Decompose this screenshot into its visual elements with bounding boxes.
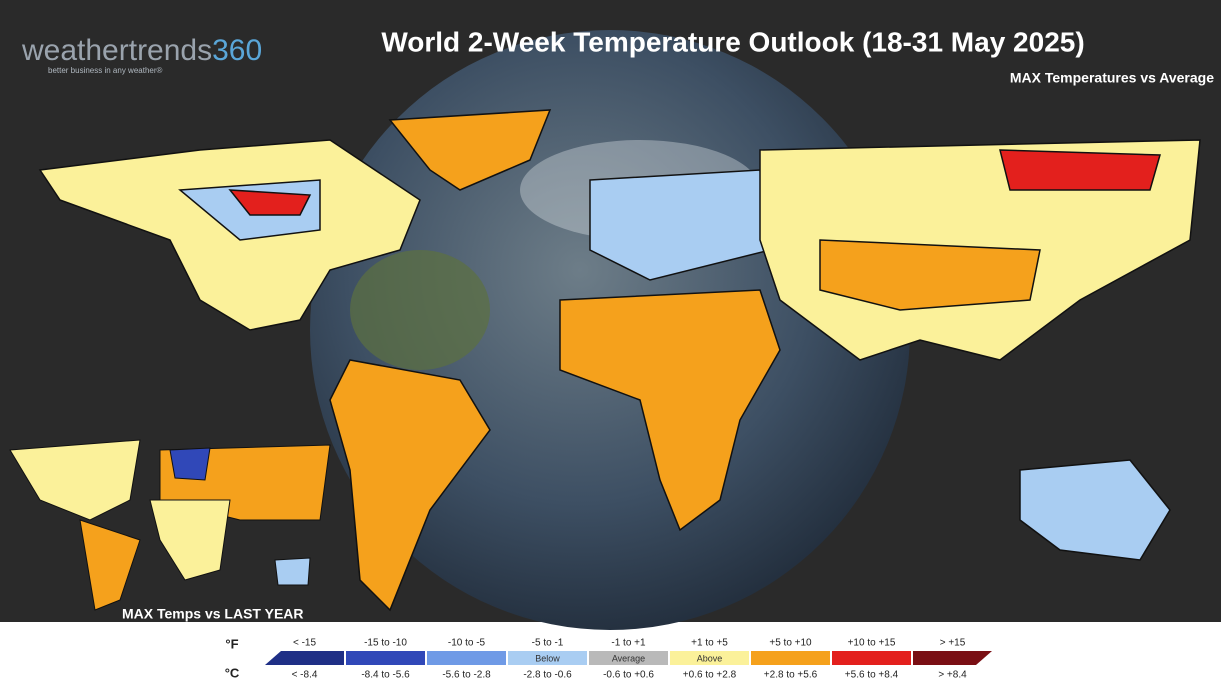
legend-swatch-label: Above (697, 653, 723, 663)
legend-fahrenheit: -15 to -10 (364, 638, 407, 649)
legend-celsius: +2.8 to +5.6 (764, 670, 818, 681)
legend-swatch-label: Below (535, 653, 560, 663)
legend-swatch (265, 651, 344, 665)
logo-number: 360 (212, 34, 262, 67)
legend-swatch (670, 651, 749, 665)
inset-australia (274, 557, 311, 586)
logo-tagline: better business in any weather® (48, 66, 163, 75)
legend-celsius: -8.4 to -5.6 (361, 670, 410, 681)
africa (559, 289, 781, 532)
legend-celsius: < -8.4 (292, 670, 318, 681)
legend: < -15 < -8.4 -15 to -10 -8.4 to -5.6 -10 to … (265, 638, 992, 681)
north-america (38, 139, 421, 331)
inset-label: MAX Temps vs LAST YEAR (122, 606, 304, 622)
celsius-unit: °C (225, 665, 240, 680)
legend-fahrenheit: > +15 (940, 638, 966, 649)
inset-africa (149, 499, 231, 581)
legend-swatch (427, 651, 506, 665)
subtitle: MAX Temperatures vs Average (1010, 70, 1214, 86)
legend-fahrenheit: -5 to -1 (532, 638, 564, 649)
australia (1019, 459, 1171, 561)
legend-swatch (832, 651, 911, 665)
asia-warm (819, 239, 1041, 311)
legend-swatch (508, 651, 587, 665)
legend-fahrenheit: +5 to +10 (769, 638, 812, 649)
legend-celsius: +0.6 to +2.8 (683, 670, 737, 681)
legend-fahrenheit: -1 to +1 (611, 638, 646, 649)
title: World 2-Week Temperature Outlook (18-31 … (381, 26, 1084, 57)
legend-swatch (913, 651, 992, 665)
na-warm (228, 189, 312, 216)
legend-swatch-label: Average (612, 653, 645, 663)
logo: weathertrends360 (21, 34, 262, 67)
legend-celsius: -0.6 to +0.6 (603, 670, 654, 681)
europe (589, 169, 771, 281)
legend-fahrenheit: +10 to +15 (848, 638, 896, 649)
south-america (329, 359, 491, 612)
continents (38, 109, 1201, 612)
inset-na (9, 439, 141, 521)
fahrenheit-unit: °F (225, 636, 238, 651)
legend-swatch (346, 651, 425, 665)
siberia-warm (999, 149, 1161, 191)
inset-europe (169, 447, 211, 481)
legend-fahrenheit: < -15 (293, 638, 317, 649)
legend-celsius: > +8.4 (938, 670, 967, 681)
greenland (388, 109, 552, 191)
legend-celsius: -5.6 to -2.8 (442, 670, 491, 681)
legend-fahrenheit: +1 to +5 (691, 638, 728, 649)
legend-celsius: -2.8 to -0.6 (523, 670, 572, 681)
legend-fahrenheit: -10 to -5 (448, 638, 486, 649)
legend-celsius: +5.6 to +8.4 (845, 670, 899, 681)
legend-swatch (751, 651, 830, 665)
logo-word: weathertrends (21, 34, 212, 67)
inset-sa (79, 519, 141, 611)
globe-land (350, 250, 490, 370)
legend-swatch (589, 651, 668, 665)
inset-map (9, 439, 331, 611)
